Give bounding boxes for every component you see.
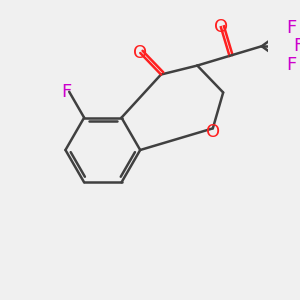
Text: F: F bbox=[293, 37, 300, 55]
Text: F: F bbox=[61, 83, 72, 101]
Text: O: O bbox=[133, 44, 147, 62]
Text: O: O bbox=[206, 123, 220, 141]
Text: O: O bbox=[214, 18, 228, 36]
Text: F: F bbox=[287, 56, 297, 74]
Text: F: F bbox=[287, 19, 297, 37]
